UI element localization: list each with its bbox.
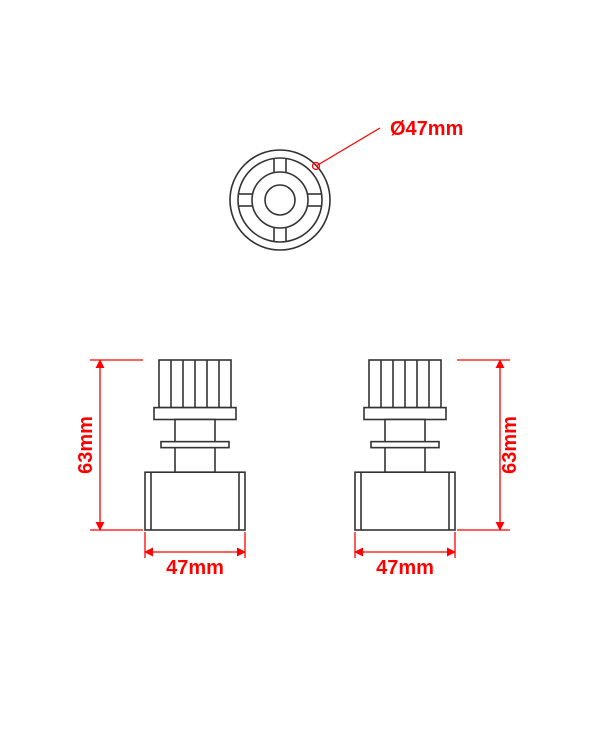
width-label: 47mm — [376, 557, 434, 579]
side-view-right: 63mm 47mm — [355, 360, 521, 579]
height-label: 63mm — [499, 416, 521, 474]
top-view: Ø47mm — [230, 118, 463, 250]
height-label: 63mm — [75, 416, 97, 474]
diagram-stage: Ø47mm 63mm 47mm 63mm 47mm — [0, 0, 600, 745]
technical-drawing: Ø47mm 63mm 47mm 63mm 47mm — [0, 0, 600, 745]
side-view-left: 63mm 47mm — [75, 360, 245, 579]
diameter-label: Ø47mm — [390, 118, 463, 140]
width-label: 47mm — [166, 557, 224, 579]
